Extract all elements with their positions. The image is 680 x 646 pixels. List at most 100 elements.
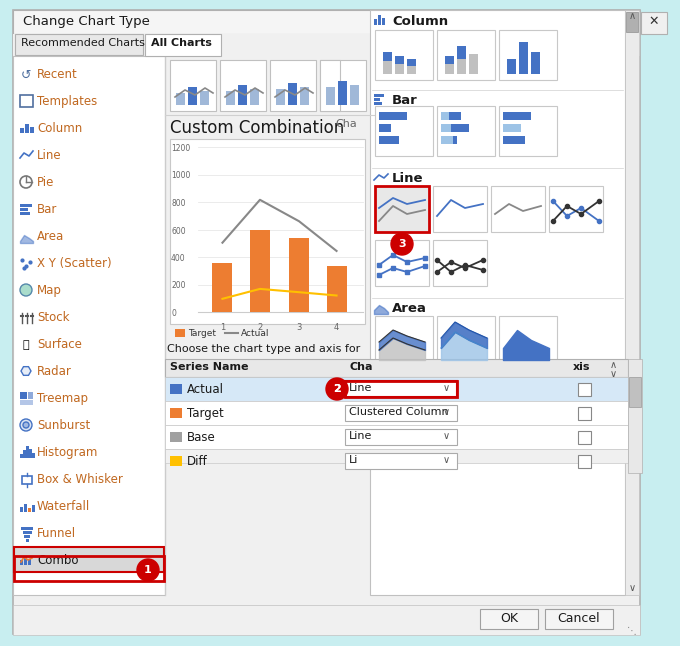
Text: Target: Target	[187, 407, 224, 420]
Text: 0: 0	[171, 309, 176, 318]
Text: 1000: 1000	[171, 171, 190, 180]
Text: Recommended Charts: Recommended Charts	[21, 38, 145, 48]
Bar	[15, 34, 143, 55]
Text: Cancel: Cancel	[558, 612, 600, 625]
Bar	[350, 85, 359, 105]
Bar	[270, 60, 316, 111]
Bar	[165, 449, 628, 463]
Bar	[170, 139, 365, 324]
Bar	[21, 527, 33, 530]
Bar	[480, 609, 538, 629]
Bar	[25, 124, 29, 133]
Bar	[14, 547, 164, 572]
Text: 4: 4	[334, 323, 339, 332]
Text: Bar: Bar	[37, 203, 57, 216]
Bar	[407, 59, 416, 74]
Bar	[22, 476, 32, 484]
Bar	[441, 124, 451, 132]
Text: 600: 600	[171, 227, 186, 236]
Text: 1: 1	[144, 565, 152, 575]
Bar	[226, 91, 235, 105]
Text: 2: 2	[333, 384, 341, 394]
Bar	[374, 102, 382, 105]
Bar	[491, 186, 545, 232]
Bar	[457, 46, 466, 74]
Text: Funnel: Funnel	[37, 527, 76, 540]
Bar	[445, 56, 454, 74]
Bar	[29, 449, 32, 458]
Bar	[395, 56, 404, 74]
Text: ∨: ∨	[443, 431, 450, 441]
Text: ⋱: ⋱	[627, 626, 637, 636]
Text: Treemap: Treemap	[37, 392, 88, 405]
Bar	[24, 535, 30, 538]
Bar	[379, 136, 399, 144]
Circle shape	[327, 379, 347, 399]
Bar	[549, 186, 603, 232]
Bar	[578, 431, 591, 444]
Circle shape	[20, 284, 32, 296]
Bar	[24, 504, 27, 512]
Text: ∧: ∧	[628, 11, 636, 21]
Bar	[23, 450, 26, 458]
Text: Line: Line	[349, 431, 373, 441]
Text: Surface: Surface	[37, 338, 82, 351]
Bar	[441, 124, 469, 132]
Bar	[503, 124, 521, 132]
Bar	[445, 64, 454, 74]
Text: Radar: Radar	[37, 365, 72, 378]
Text: Recent: Recent	[37, 68, 78, 81]
Bar	[503, 136, 525, 144]
Bar	[28, 559, 31, 565]
Bar	[320, 60, 366, 111]
Bar	[326, 87, 335, 105]
Text: Base: Base	[187, 431, 216, 444]
Bar	[28, 508, 31, 512]
Bar	[374, 98, 380, 101]
Text: 1: 1	[220, 323, 225, 332]
Bar	[13, 56, 165, 595]
Text: Target: Target	[188, 329, 216, 338]
Text: Area: Area	[392, 302, 427, 315]
Bar	[326, 266, 347, 312]
Bar	[170, 60, 216, 111]
Bar	[13, 605, 640, 635]
Text: Cha: Cha	[335, 119, 357, 129]
Bar	[13, 10, 640, 34]
Bar	[20, 204, 32, 207]
Bar	[499, 106, 557, 156]
Text: 3: 3	[296, 323, 302, 332]
Bar	[345, 405, 457, 421]
Circle shape	[23, 422, 29, 428]
Bar	[507, 59, 516, 74]
Bar	[175, 329, 185, 337]
Bar	[212, 262, 233, 312]
Bar	[26, 446, 29, 458]
Bar	[30, 127, 34, 133]
Bar	[288, 83, 297, 105]
Bar	[629, 377, 641, 407]
Bar	[433, 240, 487, 286]
Bar	[374, 19, 377, 25]
Text: ↺: ↺	[21, 68, 31, 81]
Text: Stock: Stock	[37, 311, 69, 324]
Text: ⛰: ⛰	[22, 340, 29, 350]
Bar	[503, 112, 531, 120]
Bar	[441, 112, 449, 120]
Bar	[378, 15, 381, 25]
Bar	[625, 10, 639, 595]
Bar	[20, 95, 33, 107]
Bar	[20, 392, 27, 399]
Bar	[145, 34, 221, 56]
Text: Line: Line	[349, 383, 373, 393]
Bar	[578, 407, 591, 420]
Bar	[437, 30, 495, 80]
Bar	[26, 539, 29, 542]
Bar	[165, 401, 628, 425]
Text: 800: 800	[171, 199, 186, 208]
Bar	[370, 10, 625, 595]
Bar	[345, 381, 457, 397]
Bar	[20, 454, 23, 458]
Bar	[170, 432, 182, 442]
Circle shape	[391, 233, 413, 255]
